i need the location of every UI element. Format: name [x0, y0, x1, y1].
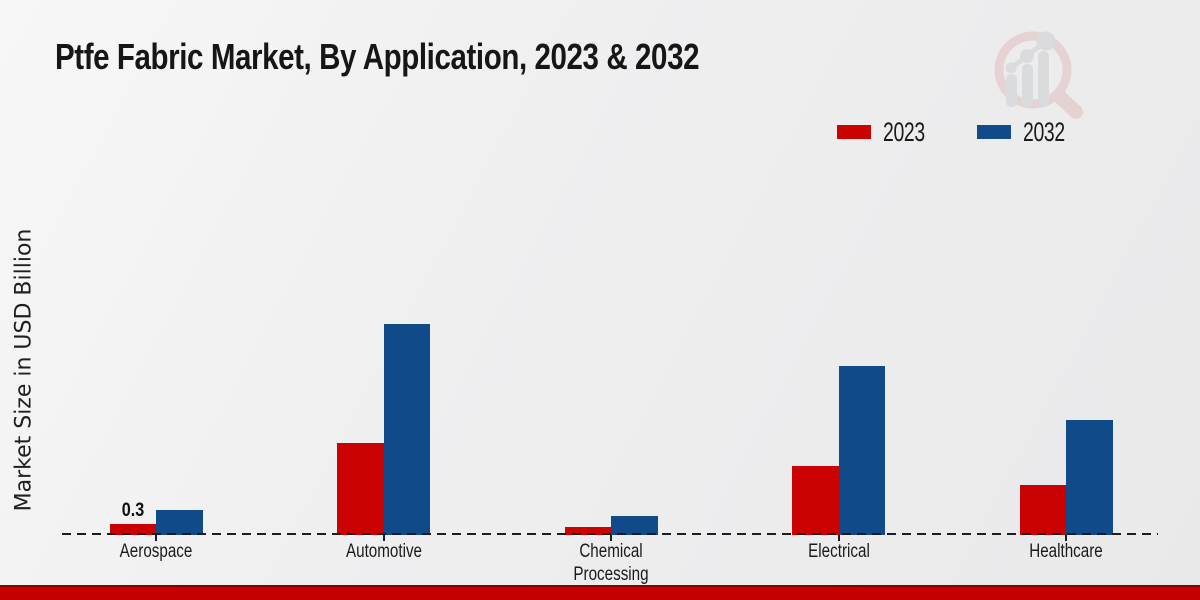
category-label-chemical-processing: Chemical Processing — [541, 541, 681, 587]
bar-2032-electrical — [838, 366, 885, 535]
logo-dot-medium — [1020, 49, 1034, 63]
logo-trend-line — [1009, 39, 1048, 70]
legend-swatch-2023 — [837, 125, 871, 139]
bar-2023-electrical — [792, 466, 839, 535]
x-axis-tick — [155, 535, 157, 541]
bar-2023-automotive — [337, 443, 384, 535]
x-axis-tick — [382, 535, 385, 541]
bar-2023-chemical-processing — [564, 527, 611, 535]
category-label-healthcare: Healthcare — [996, 541, 1136, 564]
category-label-text: Automotive — [345, 541, 422, 562]
bar-2032-automotive — [383, 324, 430, 535]
legend-item-2032: 2032 — [977, 117, 1081, 148]
bar-2023-healthcare — [1019, 485, 1066, 535]
category-label-text: Electrical — [807, 541, 870, 562]
category-label-text: Healthcare — [1029, 541, 1103, 562]
magnifier-handle — [1052, 89, 1083, 119]
category-label-text: Chemical Processing — [573, 541, 649, 585]
footer-accent-bar — [0, 585, 1200, 600]
bar-2032-aerospace — [156, 510, 203, 535]
legend-swatch-2032 — [977, 125, 1012, 139]
logo-bar-medium — [1022, 64, 1033, 107]
legend-label: 2023 — [883, 116, 925, 147]
x-axis-tick — [610, 535, 612, 541]
x-axis-line — [62, 533, 1158, 535]
legend-item-2023: 2023 — [837, 117, 941, 148]
x-axis-tick — [1065, 535, 1067, 541]
bar-2023-aerospace — [109, 523, 156, 535]
legend-label: 2032 — [1023, 116, 1065, 147]
chart-title: Ptfe Fabric Market, By Application, 2023… — [55, 36, 700, 77]
category-label-aerospace: Aerospace — [86, 541, 226, 564]
category-label-automotive: Automotive — [314, 541, 454, 564]
bar-value-label: 0.3 — [121, 499, 144, 521]
bar-2032-chemical-processing — [611, 515, 658, 535]
logo-bar-short — [1006, 74, 1017, 107]
category-label-electrical: Electrical — [769, 541, 909, 564]
logo-dot-large — [1036, 31, 1056, 51]
magnifier-ring — [994, 31, 1072, 109]
bar-2032-healthcare — [1066, 420, 1113, 535]
category-label-text: Aerospace — [119, 541, 193, 562]
x-axis-tick — [837, 535, 840, 541]
logo-dot-small — [1005, 62, 1017, 74]
logo-bar-tall — [1038, 51, 1049, 107]
legend: 2023 2032 — [837, 117, 1081, 148]
magnifier-bar-chart-logo-icon — [994, 31, 1083, 119]
